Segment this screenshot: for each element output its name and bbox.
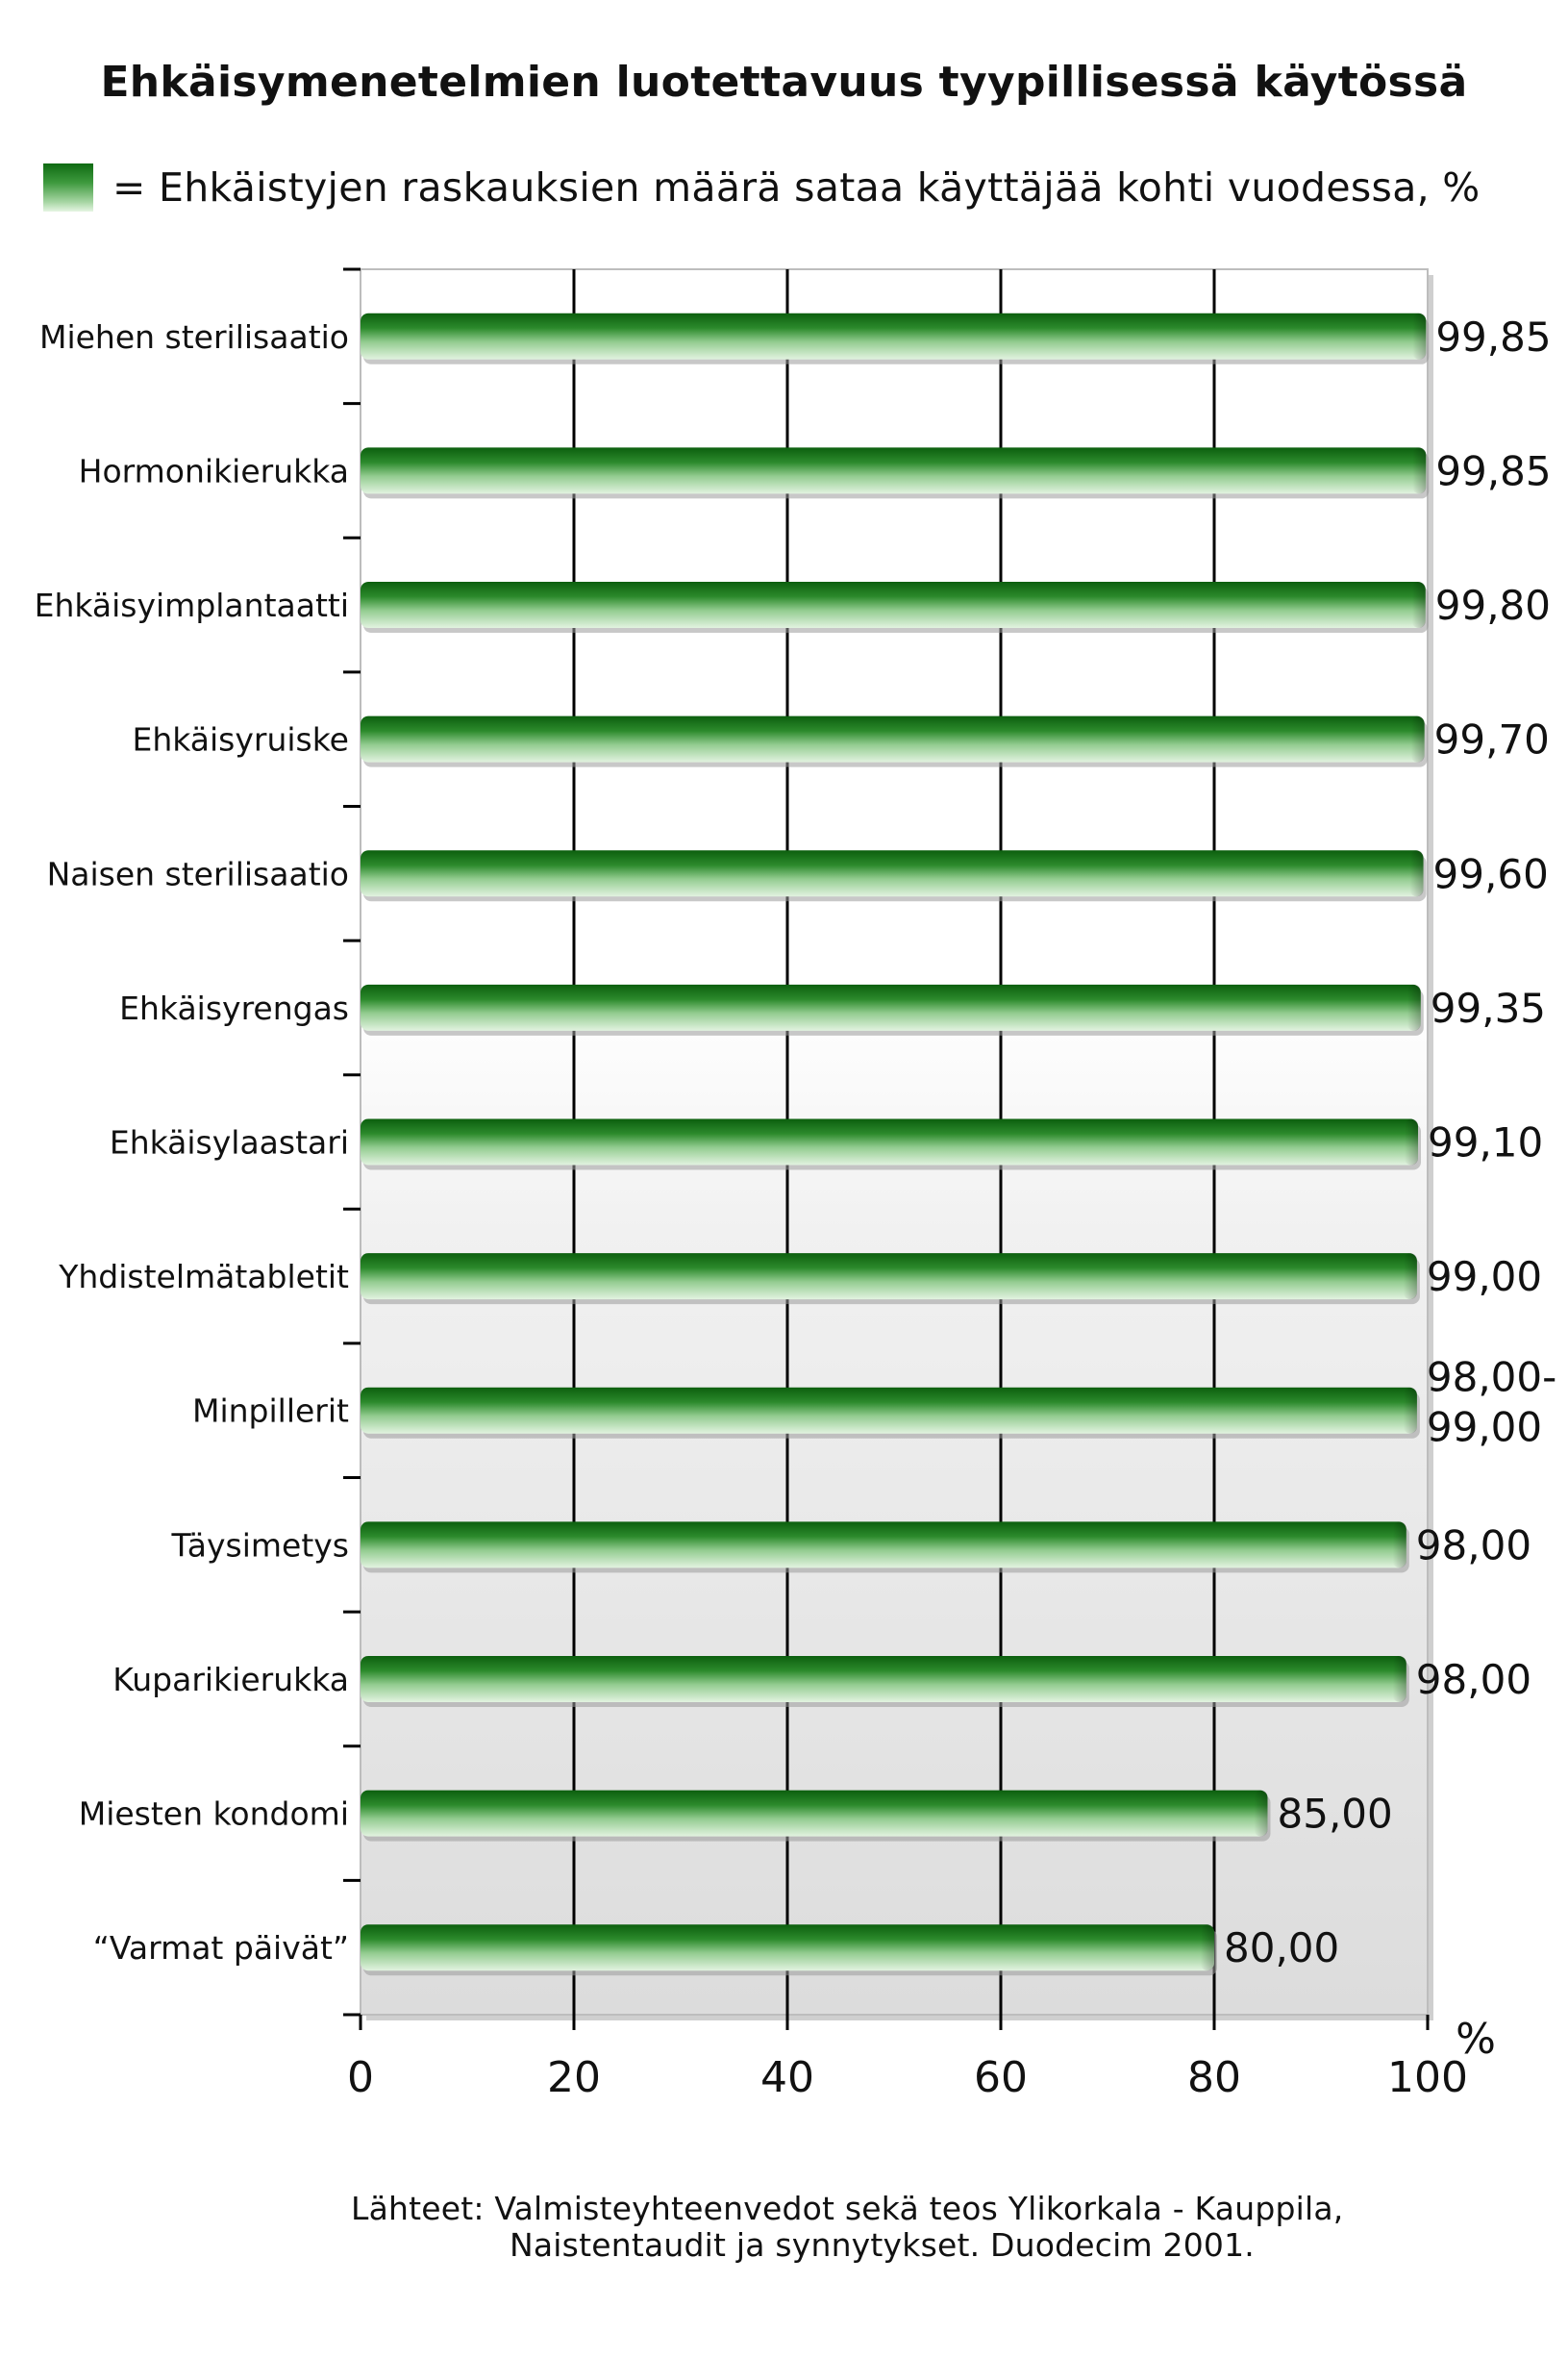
bar-cap [1392,1655,1406,1702]
bar-cap [1406,984,1421,1031]
value-label: 99,85 [1435,447,1551,494]
category-label: Ehkäisyrengas [119,990,349,1027]
bar-chart: 0 20 40 60 80 100% Miehen sterilisaatio 99,85 Ho… [35,267,1556,2102]
value-label: 98,00 [1416,1521,1531,1568]
bar-cap [1410,715,1425,763]
bar-cap [1392,1521,1406,1568]
legend-label: = Ehkäistyjen raskauksien määrä sataa kä… [112,164,1481,211]
x-unit-label: % [1456,2015,1496,2064]
x-tick-label: 80 [1187,2053,1241,2102]
value-label: 99,00 [1427,1253,1542,1300]
bar-cap [1403,1253,1417,1300]
bar-cap [1409,850,1424,897]
value-label: 99,00 [1427,1404,1542,1451]
bar [361,1387,1417,1434]
value-label: 99,35 [1431,985,1546,1032]
value-label: 99,70 [1434,716,1550,764]
chart-title: Ehkäisymenetelmien luotettavuus tyypilli… [100,58,1468,107]
value-label: 98,00- [1427,1354,1556,1401]
x-tick-label: 20 [547,2053,601,2102]
bar [361,1790,1268,1837]
value-label: 99,60 [1433,850,1549,897]
source-line-1: Lähteet: Valmisteyhteenvedot sekä teos Y… [351,2190,1344,2227]
bar [361,1521,1406,1568]
x-tick-label: 0 [347,2053,374,2102]
value-label: 98,00 [1416,1656,1531,1703]
value-label: 85,00 [1278,1791,1393,1838]
category-label: Ehkäisylaastari [110,1124,349,1162]
bar [361,1924,1214,1971]
category-label: Yhdistelmätabletit [58,1258,349,1295]
bar-cap [1403,1387,1417,1434]
category-label: Naisen sterilisaatio [47,855,349,892]
x-tick-label: 100 [1387,2053,1468,2102]
category-label: Ehkäisyimplantaatti [35,587,349,624]
bar [361,447,1427,494]
category-label: Kuparikierukka [112,1661,349,1698]
bar [361,1655,1406,1702]
legend-swatch [43,163,93,212]
bar-cap [1201,1924,1214,1971]
value-label: 99,10 [1428,1119,1543,1166]
x-tick-label: 40 [760,2053,814,2102]
bar [361,582,1426,629]
bar [361,313,1427,360]
bar [361,1253,1417,1300]
bar-cap [1412,447,1427,494]
bar [361,715,1425,763]
category-label: Ehkäisyruiske [133,721,350,759]
bar-cap [1254,1790,1268,1837]
value-label: 99,85 [1435,314,1551,361]
category-label: Täysimetys [170,1526,349,1564]
value-label: 80,00 [1224,1924,1339,1971]
bar-cap [1405,1118,1419,1166]
bar-cap [1411,582,1426,629]
source-line-2: Naistentaudit ja synnytykset. Duodecim 2… [510,2226,1255,2264]
bar [361,984,1421,1031]
source-note: Lähteet: Valmisteyhteenvedot sekä teos Y… [351,2191,1343,2264]
bar-cap [1412,313,1427,360]
category-label: Miehen sterilisaatio [39,318,349,356]
category-label: Hormonikierukka [79,452,349,489]
value-label: 99,80 [1435,582,1551,629]
category-label: Minpillerit [192,1392,349,1430]
x-tick-label: 60 [974,2053,1028,2102]
legend: = Ehkäistyjen raskauksien määrä sataa kä… [43,159,1481,216]
category-label: “Varmat päivät” [93,1929,349,1967]
bar [361,1118,1419,1166]
bar [361,850,1424,897]
category-label: Miesten kondomi [79,1795,349,1833]
